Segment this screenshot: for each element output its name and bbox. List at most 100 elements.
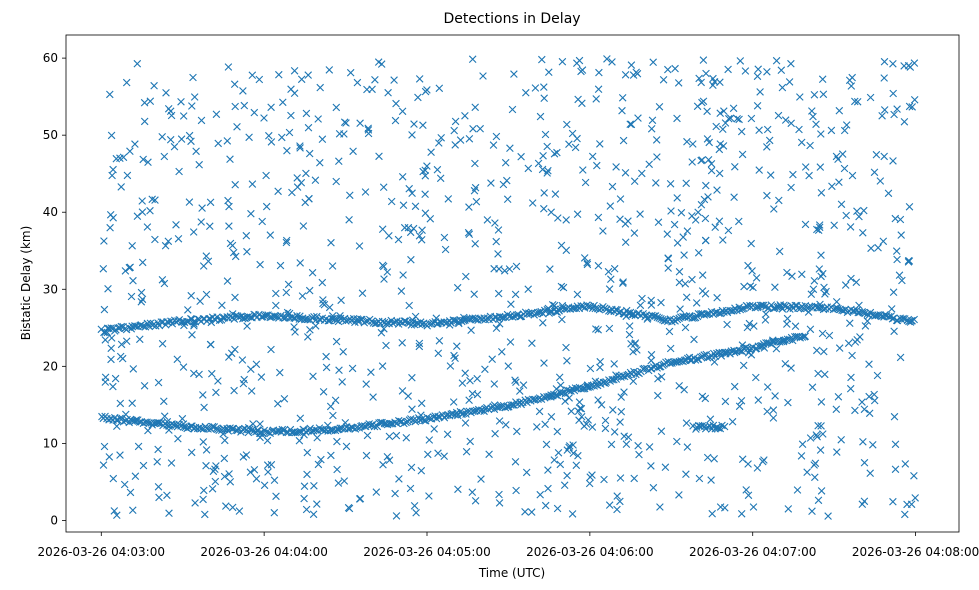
- scatter-point: [276, 261, 285, 270]
- scatter-point: [575, 398, 584, 406]
- track-point: [208, 422, 217, 431]
- scatter-point: [417, 466, 426, 475]
- scatter-point: [189, 228, 198, 236]
- scatter-point: [574, 451, 582, 460]
- scatter-point: [817, 422, 825, 430]
- y-axis-label: Bistatic Delay (km): [19, 226, 33, 341]
- scatter-point: [893, 255, 901, 264]
- scatter-point: [814, 226, 823, 234]
- scatter-point: [293, 183, 302, 191]
- scatter-point: [553, 148, 561, 157]
- scatter-point: [290, 67, 299, 75]
- scatter-point: [769, 414, 778, 422]
- track-point: [683, 354, 692, 363]
- scatter-point: [633, 346, 641, 354]
- scatter-point: [905, 203, 914, 211]
- scatter-point: [630, 229, 639, 237]
- scatter-point: [233, 123, 241, 131]
- scatter-point: [423, 162, 431, 170]
- scatter-point: [440, 452, 448, 460]
- scatter-point: [807, 290, 816, 298]
- scatter-point: [248, 71, 257, 79]
- scatter-point: [556, 460, 565, 469]
- scatter-point: [594, 396, 602, 404]
- track-point: [606, 307, 615, 316]
- track-point: [148, 421, 156, 429]
- scatter-point: [191, 499, 199, 507]
- scatter-point: [471, 159, 479, 168]
- x-tick-label: 2026-03-26 04:04:00: [200, 545, 327, 559]
- scatter-point: [110, 507, 119, 515]
- scatter-point: [601, 416, 610, 425]
- scatter-point: [810, 277, 819, 285]
- scatter-point: [258, 217, 266, 226]
- scatter-point: [747, 114, 756, 123]
- scatter-point: [842, 211, 850, 220]
- scatter-point: [563, 357, 571, 365]
- scatter-point: [338, 378, 346, 386]
- scatter-point: [408, 405, 416, 413]
- x-tick-label: 2026-03-26 04:07:00: [689, 545, 816, 559]
- scatter-point: [163, 491, 171, 500]
- scatter-point: [539, 319, 547, 327]
- scatter-point: [411, 202, 420, 211]
- scatter-point: [876, 177, 885, 185]
- scatter-point: [201, 510, 209, 519]
- scatter-point: [890, 110, 898, 119]
- scatter-point: [336, 312, 344, 320]
- scatter-point: [477, 475, 485, 483]
- scatter-point: [408, 373, 416, 382]
- track-point: [401, 317, 410, 325]
- scatter-point: [450, 126, 458, 135]
- scatter-point: [563, 120, 571, 129]
- scatter-point: [426, 215, 435, 223]
- track-point: [497, 402, 506, 410]
- track-point: [541, 394, 549, 402]
- scatter-point: [304, 123, 313, 132]
- scatter-point: [821, 290, 829, 298]
- track-point: [601, 304, 609, 312]
- scatter-point: [274, 399, 282, 408]
- scatter-point: [809, 285, 818, 294]
- scatter-point: [618, 94, 627, 102]
- scatter-point: [599, 227, 607, 235]
- scatter-point: [626, 120, 634, 128]
- scatter-point: [567, 407, 576, 415]
- scatter-point: [490, 264, 498, 273]
- scatter-point: [594, 261, 603, 270]
- scatter-point: [444, 195, 453, 203]
- scatter-point: [905, 102, 914, 111]
- scatter-point: [199, 391, 207, 399]
- scatter-point: [492, 324, 501, 332]
- scatter-point: [256, 420, 264, 428]
- scatter-point: [111, 374, 120, 383]
- scatter-point: [540, 83, 548, 91]
- scatter-point: [363, 85, 371, 94]
- scatter-point: [131, 140, 139, 148]
- scatter-point: [616, 195, 625, 203]
- scatter-point: [512, 486, 520, 495]
- scatter-point: [736, 57, 745, 65]
- scatter-point: [412, 508, 420, 517]
- scatter-point: [240, 101, 249, 110]
- scatter-point: [618, 106, 626, 115]
- scatter-point: [327, 451, 335, 460]
- scatter-point: [697, 200, 706, 209]
- scatter-point: [544, 484, 552, 493]
- scatter-point: [502, 421, 510, 429]
- scatter-point: [844, 339, 853, 348]
- scatter-point: [887, 305, 896, 313]
- track-point: [262, 311, 271, 319]
- scatter-point: [467, 326, 475, 334]
- scatter-point: [595, 68, 603, 77]
- scatter-point: [99, 461, 108, 469]
- scatter-point: [636, 210, 644, 218]
- scatter-point: [706, 415, 715, 423]
- scatter-point: [698, 392, 707, 401]
- scatter-point: [787, 59, 795, 68]
- scatter-point: [870, 390, 878, 399]
- scatter-point: [421, 87, 430, 96]
- y-tick-label: 20: [43, 359, 58, 373]
- track-point: [307, 427, 316, 436]
- x-tick-label: 2026-03-26 04:05:00: [363, 545, 490, 559]
